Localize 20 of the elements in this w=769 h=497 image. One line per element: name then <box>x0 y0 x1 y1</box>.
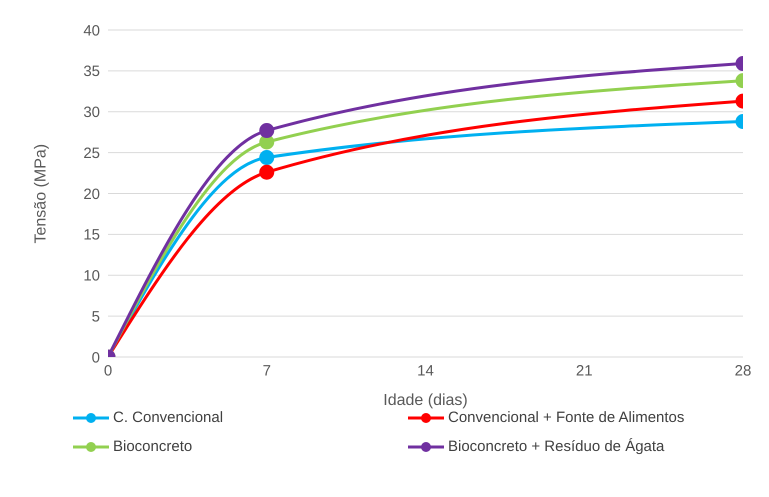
legend-label: C. Convencional <box>113 409 224 426</box>
legend-label: Bioconcreto + Resíduo de Ágata <box>448 438 664 455</box>
y-axis-title: Tensão (MPa) <box>32 144 50 244</box>
y-tick-label: 25 <box>83 144 100 162</box>
x-tick-label: 28 <box>734 362 752 380</box>
y-tick-label: 0 <box>92 349 100 366</box>
x-tick-label: 7 <box>262 362 271 380</box>
y-tick-label: 5 <box>92 308 100 326</box>
y-tick-label: 20 <box>83 186 100 203</box>
y-tick-label: 40 <box>83 22 100 40</box>
legend-label: Bioconcreto <box>113 438 192 455</box>
x-axis-title: Idade (dias) <box>383 392 468 409</box>
y-tick-label: 15 <box>83 226 100 244</box>
y-tick-label: 30 <box>83 104 100 122</box>
x-tick-label: 21 <box>576 362 593 380</box>
x-tick-label: 0 <box>104 362 112 380</box>
y-tick-label: 10 <box>83 268 100 285</box>
y-tick-label: 35 <box>83 63 100 80</box>
legend-label: Convencional + Fonte de Alimentos <box>448 409 684 426</box>
x-tick-label: 14 <box>417 362 434 380</box>
